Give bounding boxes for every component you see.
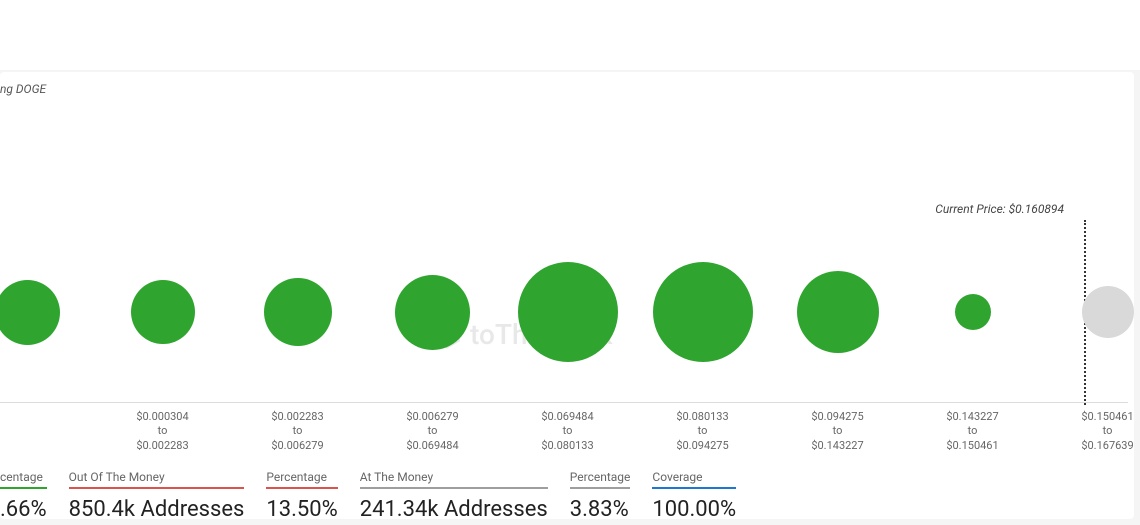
top-bar bbox=[0, 0, 1140, 70]
stat-value: 13.50% bbox=[266, 497, 337, 520]
bubble-cell[interactable] bbox=[1040, 222, 1140, 402]
range-to: $0.167639 bbox=[1040, 439, 1140, 453]
range-labels: $0.000304to$0.002283$0.002283to$0.006279… bbox=[0, 410, 1134, 460]
range-to-word: to bbox=[635, 424, 770, 438]
stat-value: 850.4k Addresses bbox=[69, 497, 245, 520]
range-to: $0.006279 bbox=[230, 439, 365, 453]
stat-label: Percentage bbox=[570, 470, 631, 489]
range-from: $0.006279 bbox=[365, 410, 500, 424]
stat-block: At The Money 241.34k Addresses bbox=[360, 470, 548, 520]
range-from: $0.069484 bbox=[500, 410, 635, 424]
bubble bbox=[395, 275, 470, 350]
range-from: $0.150461 bbox=[1040, 410, 1140, 424]
bubble-row bbox=[0, 222, 1134, 402]
range-to: $0.094275 bbox=[635, 439, 770, 453]
range-label: $0.000304to$0.002283 bbox=[95, 410, 230, 453]
bubble-cell[interactable] bbox=[905, 222, 1040, 402]
stat-label: Coverage bbox=[652, 470, 736, 489]
range-to-word: to bbox=[1040, 424, 1140, 438]
bubble-cell[interactable] bbox=[230, 222, 365, 402]
range-label: $0.006279to$0.069484 bbox=[365, 410, 500, 453]
bubble-cell[interactable] bbox=[500, 222, 635, 402]
stat-label: At The Money bbox=[360, 470, 548, 489]
range-label: $0.002283to$0.006279 bbox=[230, 410, 365, 453]
range-to-word: to bbox=[770, 424, 905, 438]
stat-label: centage bbox=[0, 470, 47, 489]
bubble-cell[interactable] bbox=[0, 222, 95, 402]
current-price-label: Current Price: $0.160894 bbox=[935, 202, 1064, 216]
range-label: $0.150461to$0.167639 bbox=[1040, 410, 1140, 453]
range-to-word: to bbox=[500, 424, 635, 438]
bubble bbox=[1082, 286, 1134, 338]
stat-label: Out Of The Money bbox=[69, 470, 245, 489]
bubble bbox=[653, 262, 753, 362]
range-to: $0.080133 bbox=[500, 439, 635, 453]
chart-subtitle: ng DOGE bbox=[0, 82, 46, 96]
bubble bbox=[797, 271, 879, 353]
stats-row: centage .66% Out Of The Money 850.4k Addres… bbox=[0, 470, 1128, 520]
range-label: $0.143227to$0.150461 bbox=[905, 410, 1040, 453]
stat-value: .66% bbox=[0, 497, 47, 520]
bubble bbox=[131, 280, 195, 344]
range-to-word: to bbox=[95, 424, 230, 438]
range-from: $0.143227 bbox=[905, 410, 1040, 424]
bubble bbox=[264, 278, 332, 346]
stat-block: Out Of The Money 850.4k Addresses bbox=[69, 470, 245, 520]
range-from: $0.002283 bbox=[230, 410, 365, 424]
bubble bbox=[518, 262, 618, 362]
range-from: $0.094275 bbox=[770, 410, 905, 424]
range-from: $0.080133 bbox=[635, 410, 770, 424]
chart-card: ng DOGE toTheBlock Current Price: $0.160… bbox=[0, 72, 1134, 519]
range-to-word: to bbox=[365, 424, 500, 438]
bubble-cell[interactable] bbox=[365, 222, 500, 402]
stat-block: Percentage 13.50% bbox=[266, 470, 337, 520]
stat-label: Percentage bbox=[266, 470, 337, 489]
stat-block: Coverage 100.00% bbox=[652, 470, 736, 520]
bubble bbox=[955, 294, 991, 330]
range-label: $0.080133to$0.094275 bbox=[635, 410, 770, 453]
range-from: $0.000304 bbox=[95, 410, 230, 424]
stat-value: 241.34k Addresses bbox=[360, 497, 548, 520]
axis-line bbox=[0, 402, 1128, 403]
range-label: $0.069484to$0.080133 bbox=[500, 410, 635, 453]
stat-block: Percentage 3.83% bbox=[570, 470, 631, 520]
stat-block: centage .66% bbox=[0, 470, 47, 520]
range-to: $0.150461 bbox=[905, 439, 1040, 453]
range-to-word: to bbox=[905, 424, 1040, 438]
stat-value: 3.83% bbox=[570, 497, 631, 520]
bubble bbox=[0, 280, 60, 345]
range-to: $0.002283 bbox=[95, 439, 230, 453]
range-label: $0.094275to$0.143227 bbox=[770, 410, 905, 453]
range-to: $0.069484 bbox=[365, 439, 500, 453]
bubble-cell[interactable] bbox=[95, 222, 230, 402]
range-to-word: to bbox=[230, 424, 365, 438]
bubble-cell[interactable] bbox=[770, 222, 905, 402]
range-to: $0.143227 bbox=[770, 439, 905, 453]
bubble-cell[interactable] bbox=[635, 222, 770, 402]
stat-value: 100.00% bbox=[652, 497, 736, 520]
